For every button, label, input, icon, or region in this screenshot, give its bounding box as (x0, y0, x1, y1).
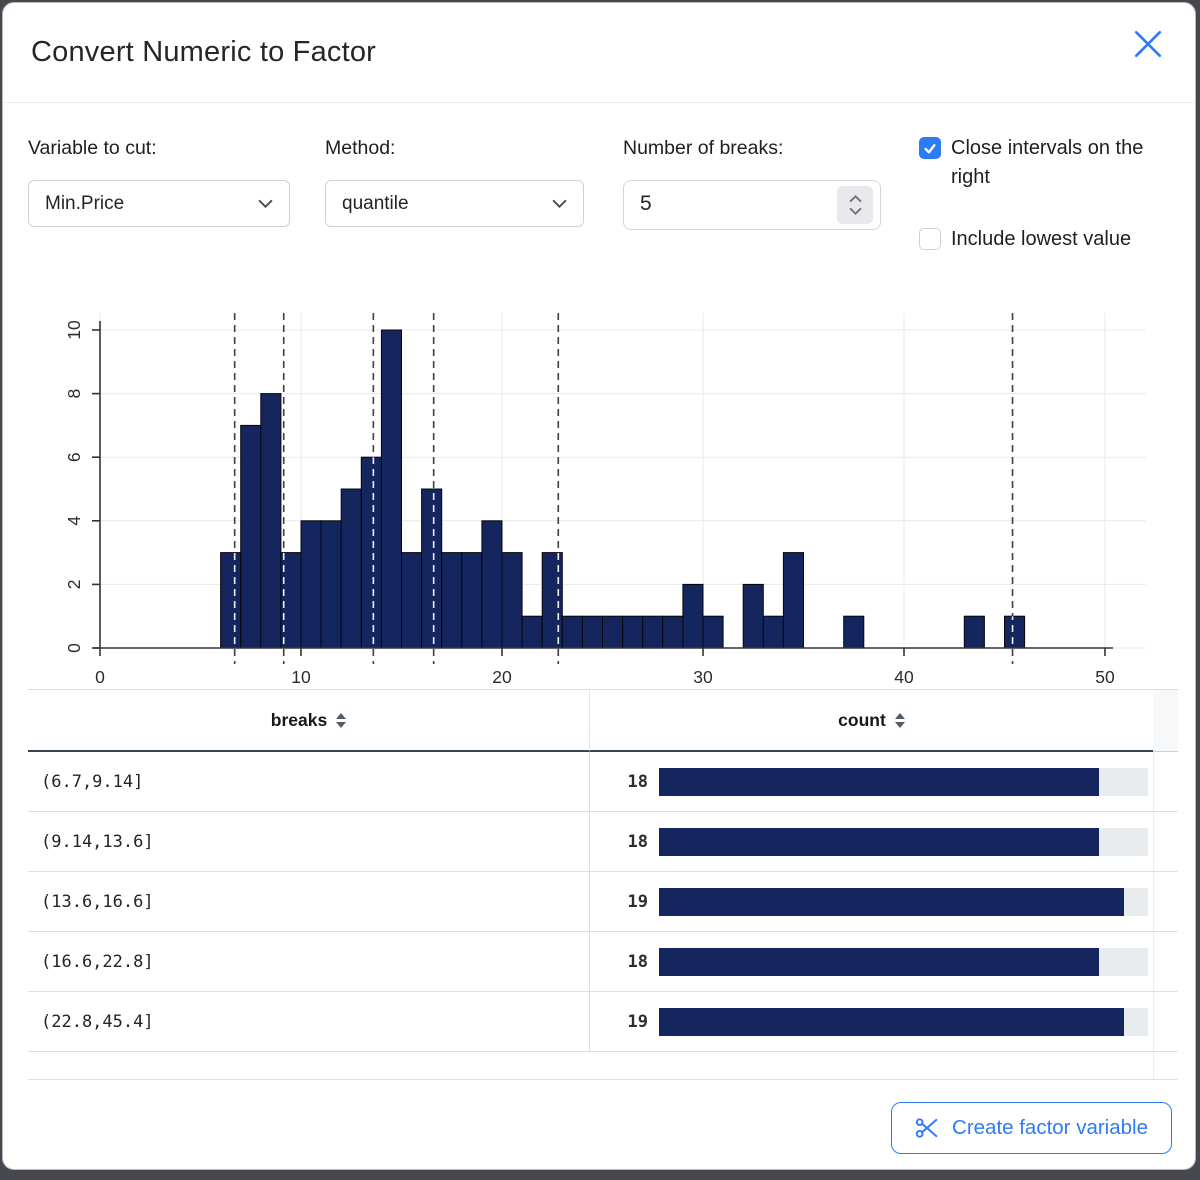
breaks-control-group: Number of breaks: (623, 137, 881, 230)
row-scroll-gutter (1153, 812, 1178, 871)
count-bar-track (659, 887, 1148, 916)
row-scroll-gutter (1153, 992, 1178, 1051)
table-footer-row (28, 1052, 1178, 1080)
row-scroll-gutter (1153, 752, 1178, 811)
variable-control-group: Variable to cut: Min.Price (28, 137, 290, 227)
table-header-row: breaks count (28, 690, 1178, 752)
breaks-cell: (16.6,22.8] (28, 932, 590, 991)
row-scroll-gutter (1153, 932, 1178, 991)
table-row: (16.6,22.8] 18 (28, 932, 1178, 992)
count-value: 18 (627, 831, 648, 852)
include-lowest-checkbox[interactable] (919, 228, 941, 250)
count-bar (659, 827, 1100, 856)
sort-up-triangle-icon (336, 712, 347, 719)
count-cell: 18 (590, 812, 1153, 871)
count-bar-track (659, 1007, 1148, 1036)
scissors-icon (915, 1118, 938, 1138)
svg-text:0: 0 (95, 667, 105, 687)
dialog-title: Convert Numeric to Factor (31, 36, 377, 68)
close-intervals-checkbox-row[interactable]: Close intervals on the right (919, 134, 1181, 192)
chevron-down-icon (258, 199, 273, 208)
svg-text:6: 6 (64, 452, 84, 462)
table-row: (13.6,16.6] 19 (28, 872, 1178, 932)
count-cell: 18 (590, 932, 1153, 991)
close-x-icon (1134, 30, 1162, 58)
table-row: (9.14,13.6] 18 (28, 812, 1178, 872)
svg-text:2: 2 (64, 580, 84, 590)
svg-text:10: 10 (291, 667, 311, 687)
breaks-cell: (22.8,45.4] (28, 992, 590, 1051)
create-factor-button-label: Create factor variable (952, 1116, 1148, 1139)
close-intervals-checkbox[interactable] (919, 137, 941, 159)
close-button[interactable] (1127, 23, 1169, 65)
header-divider (3, 102, 1195, 103)
breaks-cell: (13.6,16.6] (28, 872, 590, 931)
svg-text:50: 50 (1095, 667, 1115, 687)
variable-select-value: Min.Price (45, 192, 125, 214)
breaks-cell: (9.14,13.6] (28, 812, 590, 871)
count-bar-track (659, 767, 1148, 796)
breaks-label: Number of breaks: (623, 137, 784, 159)
include-lowest-checkbox-row[interactable]: Include lowest value (919, 225, 1181, 254)
breaks-number-field (623, 180, 881, 230)
variable-label: Variable to cut: (28, 137, 157, 159)
breaks-input[interactable] (624, 181, 810, 227)
sort-icon (336, 712, 347, 728)
chevron-down-icon (552, 199, 567, 208)
column-header-breaks[interactable]: breaks (28, 690, 590, 752)
histogram-chart: 0 10 20 30 40 50 0 2 4 6 8 10 (28, 295, 1178, 697)
svg-text:20: 20 (492, 667, 512, 687)
count-cell: 19 (590, 872, 1153, 931)
table-body: (6.7,9.14] 18 (9.14,13.6] 18 (13.6,16.6] 19 (1… (28, 752, 1178, 1052)
column-header-count[interactable]: count (590, 690, 1153, 752)
count-value: 18 (627, 951, 648, 972)
count-bar-track (659, 827, 1148, 856)
count-bar (659, 947, 1100, 976)
svg-text:40: 40 (894, 667, 914, 687)
svg-text:4: 4 (64, 516, 84, 526)
count-bar (659, 887, 1124, 916)
method-select[interactable]: quantile (325, 180, 584, 227)
stepper-down-icon (848, 207, 862, 215)
sort-down-triangle-icon (894, 721, 905, 728)
create-factor-button[interactable]: Create factor variable (891, 1102, 1172, 1154)
checkmark-icon (924, 143, 936, 153)
row-scroll-gutter (1153, 872, 1178, 931)
number-stepper[interactable] (837, 186, 873, 224)
method-control-group: Method: quantile (325, 137, 584, 227)
count-bar-track (659, 947, 1148, 976)
variable-select[interactable]: Min.Price (28, 180, 290, 227)
table-row: (6.7,9.14] 18 (28, 752, 1178, 812)
close-intervals-label: Close intervals on the right (951, 137, 1144, 188)
count-value: 19 (627, 1011, 648, 1032)
include-lowest-label: Include lowest value (951, 228, 1132, 250)
svg-text:0: 0 (64, 643, 84, 653)
stepper-up-icon (848, 195, 862, 203)
method-label: Method: (325, 137, 396, 159)
table-row: (22.8,45.4] 19 (28, 992, 1178, 1052)
count-cell: 18 (590, 752, 1153, 811)
sort-icon (894, 712, 905, 728)
svg-text:8: 8 (64, 389, 84, 399)
sort-up-triangle-icon (894, 712, 905, 719)
count-bar (659, 1007, 1124, 1036)
count-value: 19 (627, 891, 648, 912)
breaks-cell: (6.7,9.14] (28, 752, 590, 811)
svg-text:30: 30 (693, 667, 713, 687)
sort-down-triangle-icon (336, 721, 347, 728)
method-select-value: quantile (342, 192, 409, 214)
svg-text:10: 10 (64, 320, 84, 340)
count-cell: 19 (590, 992, 1153, 1051)
count-bar (659, 767, 1100, 796)
options-group: Close intervals on the right Include low… (919, 134, 1181, 254)
header-scroll-gutter (1153, 690, 1178, 752)
breaks-table: breaks count (6.7,9.14] 18 (9.14,13.6] 18 (1… (28, 689, 1178, 1080)
count-value: 18 (627, 771, 648, 792)
